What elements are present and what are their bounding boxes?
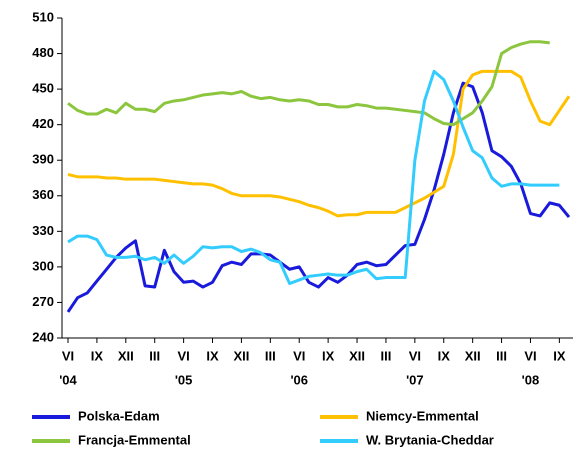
legend-label: Niemcy-Emmental [366,408,479,423]
x-tick-label: XII [118,348,134,363]
x-tick-label: III [381,348,392,363]
x-tick-label: IX [322,348,335,363]
y-tick-label: 360 [32,187,54,202]
x-tick-label: XII [233,348,249,363]
x-tick-label: IX [438,348,451,363]
x-tick-label: IX [553,348,566,363]
x-tick-label: XII [349,348,365,363]
y-tick-label: 270 [32,294,54,309]
x-tick-label: III [265,348,276,363]
x-tick-label: VI [524,348,536,363]
x-tick-label: VI [293,348,305,363]
legend-label: W. Brytania-Cheddar [366,432,494,447]
x-tick-label: III [496,348,507,363]
y-tick-label: 240 [32,329,54,344]
x-tick-label: VI [62,348,74,363]
y-tick-label: 420 [32,116,54,131]
x-tick-label: IX [91,348,104,363]
x-tick-label: VI [409,348,421,363]
series-line [67,69,571,218]
y-tick-label: 510 [32,9,54,24]
series-line [67,40,550,127]
y-tick-label: 450 [32,81,54,96]
x-year-label: '04 [59,372,77,387]
legend-label: Polska-Edam [78,408,160,423]
legend-label: Francja-Emmental [78,432,191,447]
x-year-label: '05 [175,372,193,387]
x-year-label: '07 [406,372,424,387]
y-tick-label: 390 [32,152,54,167]
x-tick-label: IX [206,348,219,363]
y-tick-label: 480 [32,45,54,60]
series-line [67,69,560,285]
x-year-label: '06 [290,372,308,387]
x-tick-label: XII [465,348,481,363]
x-tick-label: VI [177,348,189,363]
x-year-label: '08 [522,372,540,387]
x-tick-label: III [149,348,160,363]
y-tick-label: 300 [32,258,54,273]
y-tick-label: 330 [32,223,54,238]
series-line [66,81,571,313]
